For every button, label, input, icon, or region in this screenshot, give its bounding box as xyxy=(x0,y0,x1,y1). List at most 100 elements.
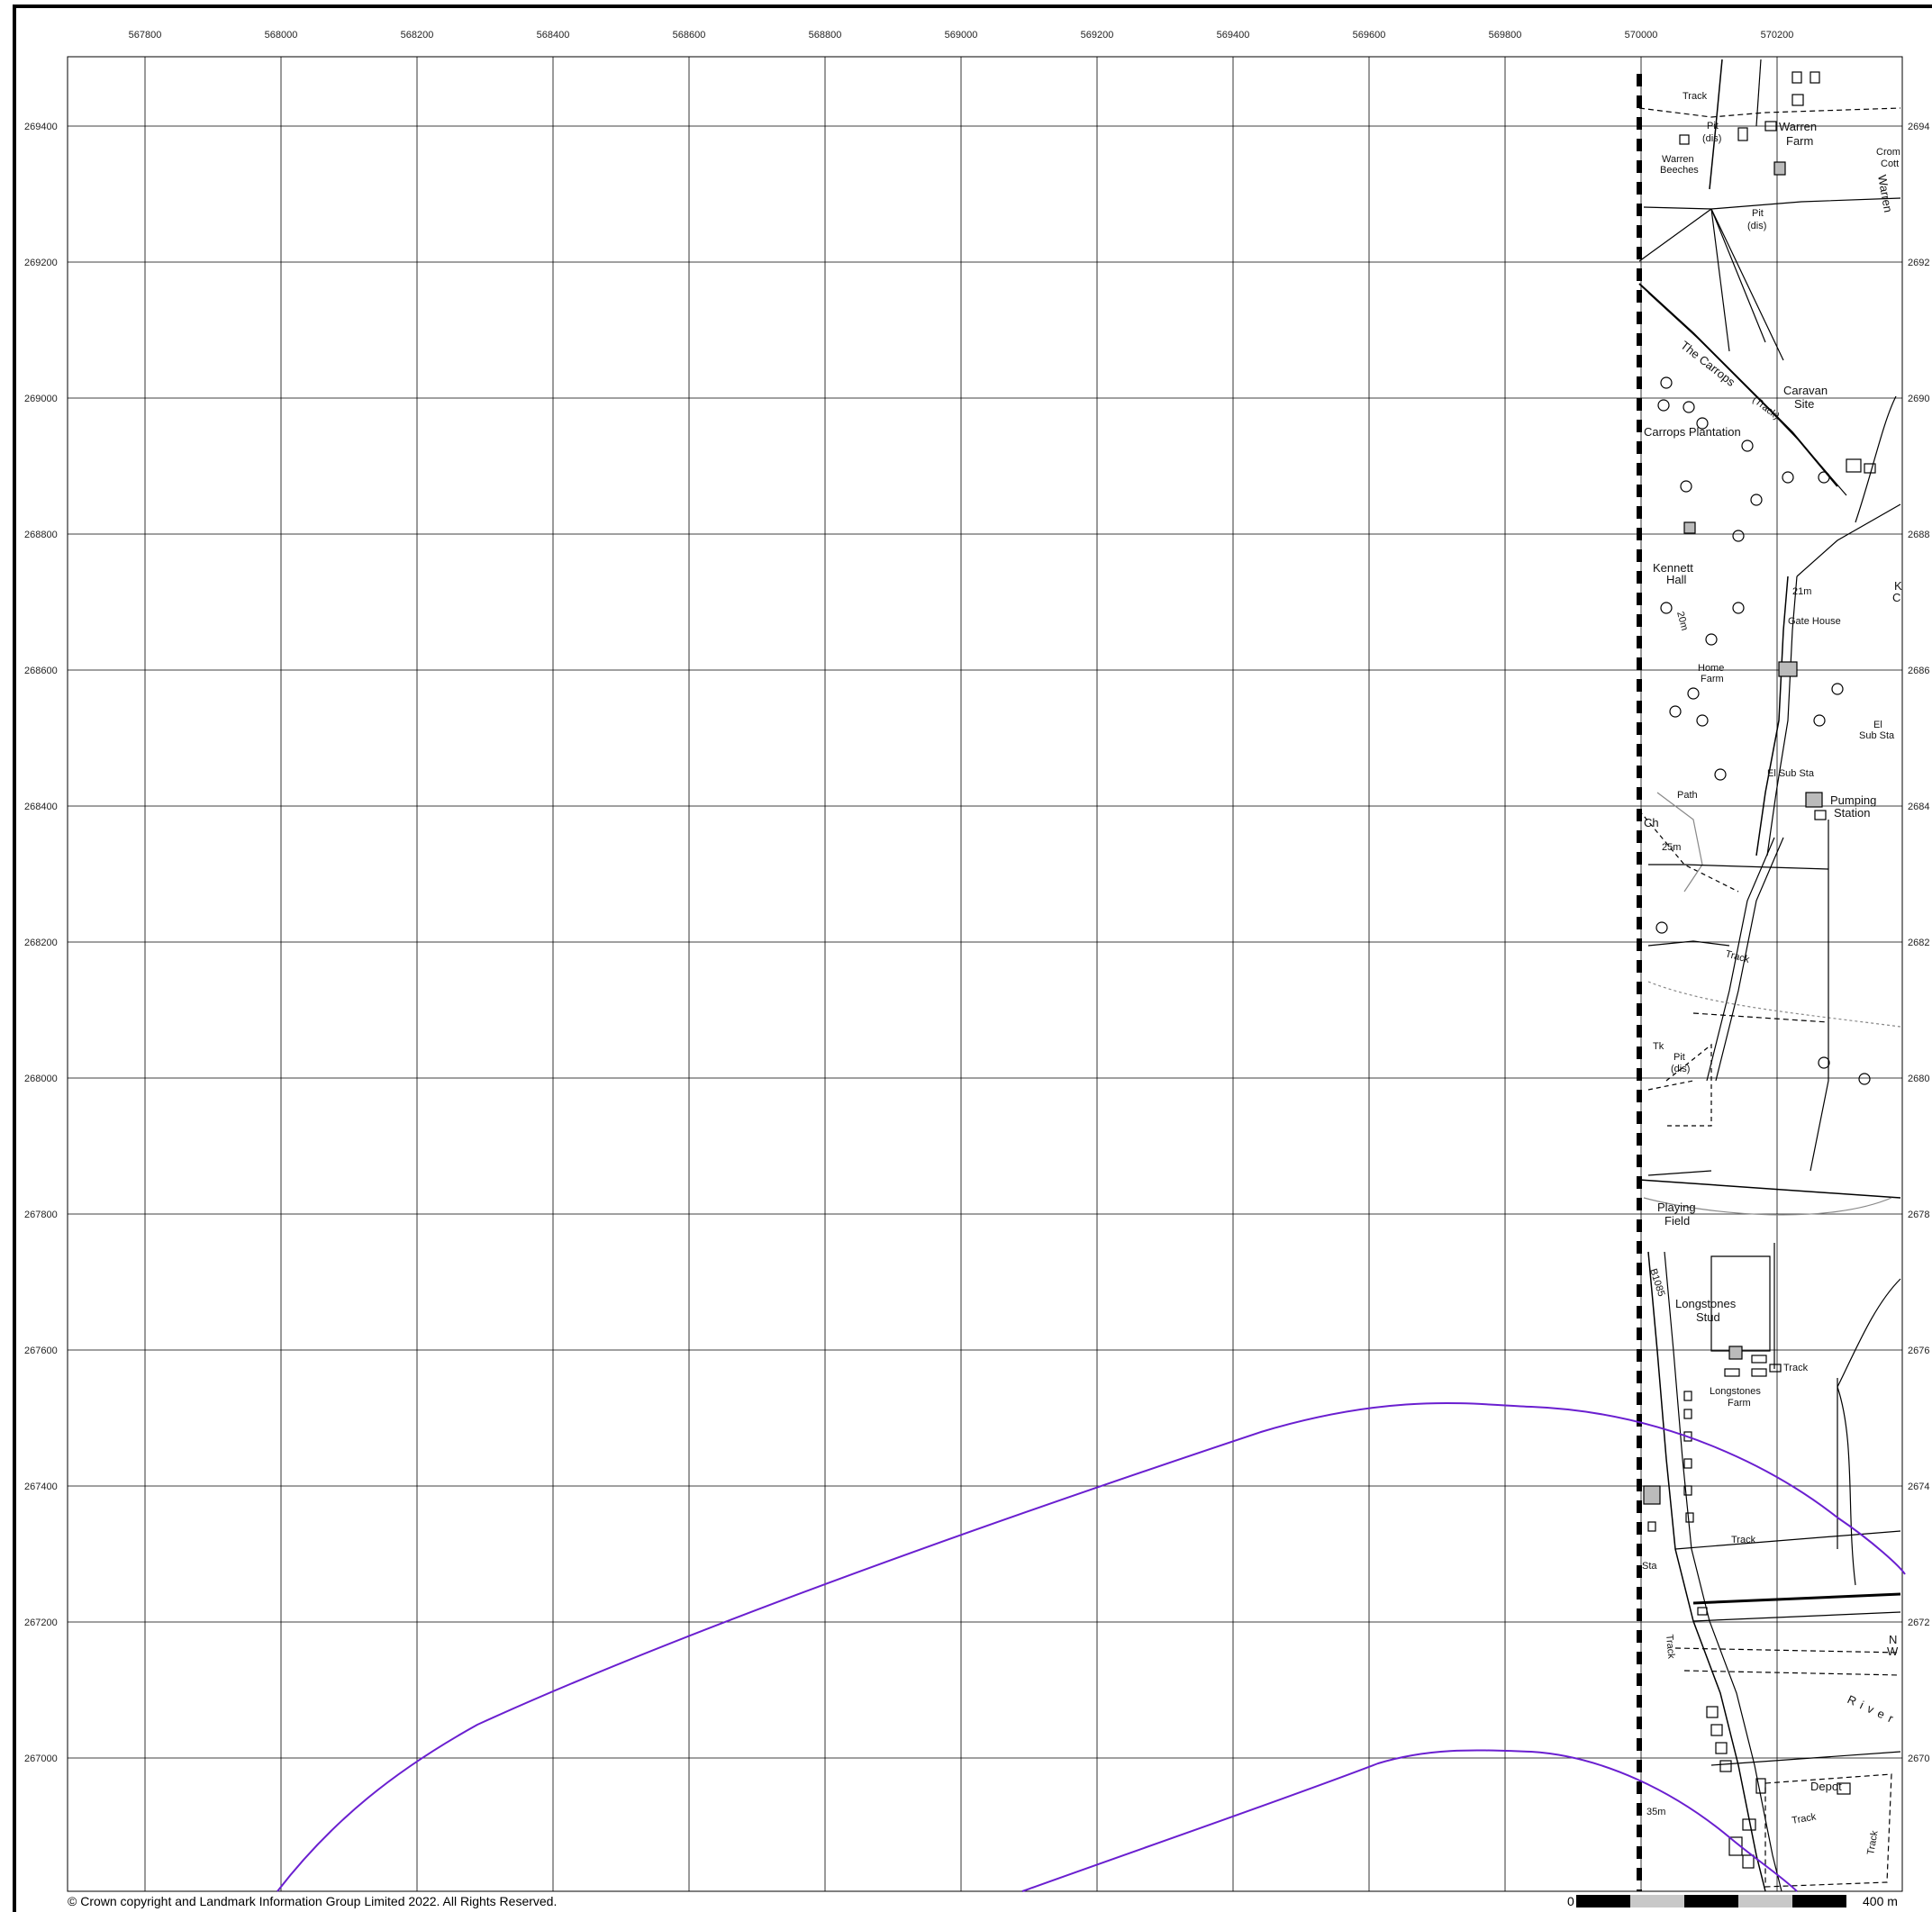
label-w: W xyxy=(1887,1645,1899,1658)
label-track-low: Track xyxy=(1731,1535,1756,1545)
label-pumping-2: Station xyxy=(1834,806,1870,820)
label-kennett-1: Kennett xyxy=(1653,561,1693,575)
label-path: Path xyxy=(1677,790,1698,801)
label-pit-1: Pit xyxy=(1707,121,1719,131)
northing-label: 269000 xyxy=(24,394,58,404)
grid-lines xyxy=(67,56,1903,1892)
label-river: River xyxy=(1846,1692,1900,1727)
label-track-stud: Track xyxy=(1783,1363,1809,1373)
label-track-right: Track xyxy=(1865,1829,1881,1855)
northing-label-right: 2692 xyxy=(1908,258,1929,268)
northing-label: 267400 xyxy=(24,1482,58,1492)
northing-label-right: 2674 xyxy=(1908,1482,1929,1492)
label-home-farm-2: Farm xyxy=(1701,674,1724,684)
northing-label: 269200 xyxy=(24,258,58,268)
northing-label: 267800 xyxy=(24,1210,58,1220)
easting-label: 568400 xyxy=(537,30,570,41)
label-gate-house: Gate House xyxy=(1788,616,1841,627)
label-track-side: Track xyxy=(1664,1634,1676,1660)
easting-label: 570200 xyxy=(1761,30,1794,41)
label-contour-20: 20m xyxy=(1674,611,1690,632)
label-longstones-stud-2: Stud xyxy=(1696,1310,1720,1324)
label-crom-2: Cott xyxy=(1881,159,1899,169)
label-n: N xyxy=(1889,1633,1897,1646)
easting-label: 568800 xyxy=(809,30,842,41)
label-caravan-1: Caravan xyxy=(1783,384,1828,397)
northing-label: 268200 xyxy=(24,938,58,948)
northing-label: 268000 xyxy=(24,1074,58,1084)
label-contour-25: 25m xyxy=(1662,842,1681,853)
scale-end-label: 400 m xyxy=(1863,1894,1898,1908)
label-track-mid: Track xyxy=(1724,948,1751,965)
scale-bar xyxy=(1576,1895,1846,1907)
label-longstones-farm-1: Longstones xyxy=(1710,1386,1761,1397)
label-pit-2-dis: (dis) xyxy=(1747,221,1766,231)
label-contour-21: 21m xyxy=(1792,586,1811,597)
northing-label: 268400 xyxy=(24,802,58,812)
label-el-sub-1: El xyxy=(1873,720,1882,730)
easting-label: 568000 xyxy=(265,30,298,41)
map-border xyxy=(13,5,1932,1912)
os-map-extract xyxy=(1638,59,1901,1892)
easting-label: 569000 xyxy=(945,30,978,41)
easting-label: 567800 xyxy=(129,30,162,41)
label-warren-farm-2: Farm xyxy=(1786,134,1813,148)
label-kennett-2: Hall xyxy=(1666,573,1687,586)
grid-frame xyxy=(67,56,1903,1892)
northing-label-right: 2670 xyxy=(1908,1753,1929,1764)
label-pit-3: Pit xyxy=(1673,1052,1685,1063)
buffer-curve-inner xyxy=(1021,1749,1798,1892)
label-depot: Depot xyxy=(1810,1780,1842,1793)
label-track-top: Track xyxy=(1683,91,1708,102)
buffer-curve-outer xyxy=(277,1402,1906,1892)
northing-label-right: 2684 xyxy=(1908,802,1929,812)
northing-label: 267000 xyxy=(24,1753,58,1764)
label-sta: Sta xyxy=(1642,1561,1657,1572)
label-playing-1: Playing xyxy=(1657,1201,1696,1214)
label-warren-farm-1: Warren xyxy=(1779,120,1817,133)
northing-label: 268600 xyxy=(24,666,58,676)
copyright-notice: © Crown copyright and Landmark Informati… xyxy=(68,1894,558,1908)
label-crom-1: Crom xyxy=(1876,147,1900,158)
label-pit-3-dis: (dis) xyxy=(1671,1064,1690,1074)
northing-label-right: 2694 xyxy=(1908,122,1929,132)
label-longstones-stud-1: Longstones xyxy=(1675,1297,1737,1310)
label-track-depot: Track xyxy=(1791,1811,1817,1826)
label-el-sub-sta: El Sub Sta xyxy=(1767,768,1815,779)
easting-label: 569400 xyxy=(1217,30,1250,41)
northing-label-right: 2678 xyxy=(1908,1210,1929,1220)
northing-label-right: 2680 xyxy=(1908,1074,1929,1084)
northing-label: 267600 xyxy=(24,1346,58,1356)
northing-label: 269400 xyxy=(24,122,58,132)
label-el-sub-2: Sub Sta xyxy=(1859,730,1895,741)
northing-label-right: 2688 xyxy=(1908,530,1929,540)
label-b1085: B1085 xyxy=(1647,1267,1666,1298)
easting-label: 569800 xyxy=(1489,30,1522,41)
scale-start-label: 0 xyxy=(1567,1894,1574,1908)
northing-label: 268800 xyxy=(24,530,58,540)
easting-labels: 567800 568000 568200 568400 568600 568800 5690… xyxy=(129,30,1794,41)
northing-label: 267200 xyxy=(24,1617,58,1628)
northing-label-right: 2672 xyxy=(1908,1617,1929,1628)
northing-labels-right: 2694 2692 2690 2688 2686 2684 2682 2680 2678 2676… xyxy=(1908,122,1929,1764)
easting-label: 569600 xyxy=(1353,30,1386,41)
label-carrops-plantation: Carrops Plantation xyxy=(1644,425,1741,439)
easting-label: 570000 xyxy=(1625,30,1658,41)
label-warren-side: Warren xyxy=(1875,174,1895,213)
label-playing-2: Field xyxy=(1664,1214,1690,1228)
northing-label-right: 2676 xyxy=(1908,1346,1929,1356)
northing-labels-left: 269400 269200 269000 268800 268600 268400 2682… xyxy=(24,122,58,1764)
label-contour-35: 35m xyxy=(1646,1807,1665,1817)
northing-label-right: 2690 xyxy=(1908,394,1929,404)
label-warren-beeches-1: Warren xyxy=(1662,154,1694,165)
northing-label-right: 2682 xyxy=(1908,938,1929,948)
label-warren-beeches-2: Beeches xyxy=(1660,165,1699,176)
easting-label: 569200 xyxy=(1081,30,1114,41)
label-pumping-1: Pumping xyxy=(1830,793,1876,807)
label-caravan-2: Site xyxy=(1794,397,1814,411)
label-k: K xyxy=(1894,579,1902,593)
label-track-carrops: (Track) xyxy=(1750,394,1782,422)
easting-label: 568200 xyxy=(401,30,434,41)
